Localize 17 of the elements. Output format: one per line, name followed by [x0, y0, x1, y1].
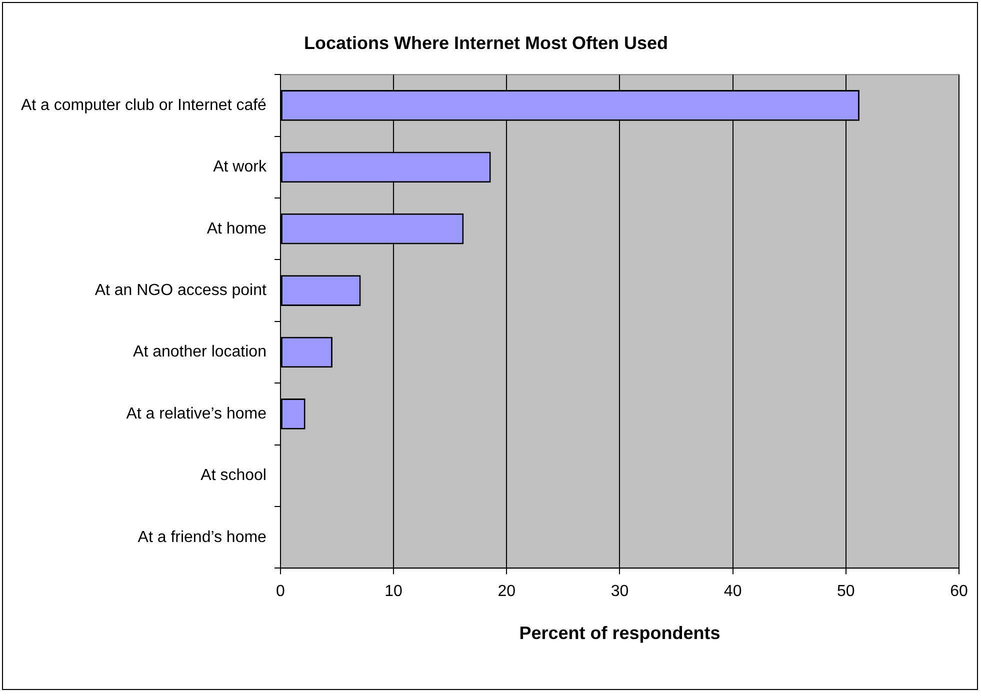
x-axis-title: Percent of respondents — [519, 623, 720, 644]
x-tick-label: 60 — [950, 583, 968, 600]
y-tick-label: At a computer club or Internet café — [20, 96, 267, 114]
y-tick-label: At an NGO access point — [94, 282, 268, 299]
x-tick-label: 20 — [498, 583, 516, 600]
x-tick-label: 30 — [610, 583, 629, 600]
chart-title: Locations Where Internet Most Often Used — [304, 32, 668, 53]
y-tick-label: At work — [213, 158, 268, 176]
x-tick-label: 40 — [724, 583, 742, 600]
y-tick-label: At school — [200, 467, 266, 484]
x-tick-label: 50 — [837, 583, 855, 600]
y-tick-label: At a friend’s home — [138, 528, 267, 546]
y-tick-label: At a relative’s home — [126, 405, 267, 422]
y-tick-label: At home — [206, 220, 267, 238]
x-tick-label: 0 — [276, 583, 286, 600]
x-tick-label: 10 — [384, 583, 403, 600]
y-tick-label: At another location — [133, 344, 266, 361]
